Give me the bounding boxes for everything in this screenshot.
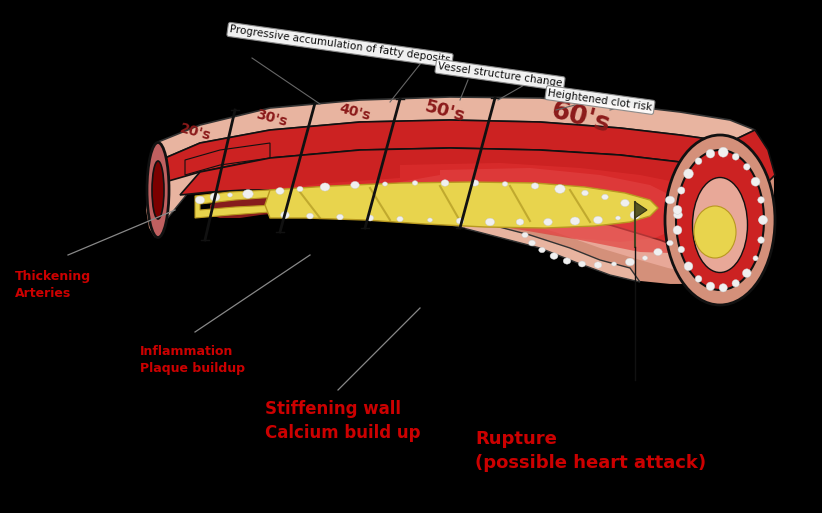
Ellipse shape [381, 181, 390, 188]
Ellipse shape [282, 212, 289, 218]
Ellipse shape [276, 188, 284, 194]
Ellipse shape [684, 169, 693, 179]
Polygon shape [635, 202, 647, 218]
Ellipse shape [570, 216, 580, 226]
Ellipse shape [732, 280, 739, 287]
Polygon shape [165, 120, 775, 190]
Ellipse shape [706, 149, 715, 158]
Text: Inflammation
Plaque buildup: Inflammation Plaque buildup [140, 345, 245, 375]
Ellipse shape [719, 284, 727, 292]
Ellipse shape [426, 216, 434, 224]
Ellipse shape [677, 186, 686, 195]
Text: Thickening
Arteries: Thickening Arteries [15, 270, 91, 300]
Ellipse shape [757, 236, 764, 244]
Text: Vessel structure change: Vessel structure change [437, 62, 563, 89]
Ellipse shape [226, 192, 234, 198]
Ellipse shape [720, 149, 727, 155]
Text: 50's: 50's [423, 98, 467, 126]
Polygon shape [158, 97, 755, 158]
Polygon shape [145, 97, 775, 285]
Ellipse shape [666, 196, 674, 203]
Ellipse shape [455, 216, 465, 225]
Polygon shape [265, 182, 658, 228]
Ellipse shape [395, 214, 405, 223]
Ellipse shape [320, 183, 330, 191]
Ellipse shape [580, 189, 590, 198]
Ellipse shape [335, 212, 345, 222]
Ellipse shape [673, 226, 683, 234]
Ellipse shape [543, 219, 552, 226]
Ellipse shape [673, 211, 682, 219]
Ellipse shape [694, 206, 736, 258]
Ellipse shape [441, 179, 450, 187]
Text: Stiffening wall
Calcium build up: Stiffening wall Calcium build up [265, 400, 421, 442]
Text: Heightened clot risk: Heightened clot risk [547, 88, 653, 112]
Polygon shape [185, 143, 270, 175]
Ellipse shape [549, 251, 559, 261]
Ellipse shape [243, 190, 253, 198]
Ellipse shape [684, 262, 693, 270]
Ellipse shape [579, 261, 585, 267]
Ellipse shape [565, 259, 570, 263]
Ellipse shape [595, 218, 601, 223]
Ellipse shape [529, 240, 535, 246]
Text: 30's: 30's [255, 107, 289, 129]
Ellipse shape [307, 213, 314, 219]
Ellipse shape [694, 156, 704, 166]
Polygon shape [195, 190, 275, 218]
Ellipse shape [673, 206, 681, 214]
Ellipse shape [367, 215, 373, 221]
Ellipse shape [758, 197, 764, 203]
Ellipse shape [351, 182, 358, 188]
Ellipse shape [653, 248, 663, 256]
Ellipse shape [196, 196, 204, 203]
Ellipse shape [147, 143, 169, 238]
Ellipse shape [678, 247, 684, 252]
Ellipse shape [532, 183, 538, 189]
Ellipse shape [601, 194, 609, 200]
Ellipse shape [210, 192, 220, 202]
Ellipse shape [413, 181, 418, 185]
Ellipse shape [692, 177, 747, 272]
Ellipse shape [665, 135, 775, 305]
Ellipse shape [520, 231, 529, 239]
Ellipse shape [743, 163, 750, 170]
Polygon shape [330, 168, 688, 242]
Text: 60's: 60's [547, 97, 612, 139]
Ellipse shape [470, 179, 480, 187]
Ellipse shape [752, 255, 759, 262]
Text: 40's: 40's [338, 101, 372, 123]
Ellipse shape [630, 211, 640, 219]
Ellipse shape [752, 179, 759, 185]
Polygon shape [158, 165, 640, 282]
Ellipse shape [487, 219, 494, 225]
Ellipse shape [676, 150, 764, 290]
Ellipse shape [640, 254, 649, 262]
Ellipse shape [610, 261, 618, 267]
Ellipse shape [538, 246, 547, 254]
Ellipse shape [674, 227, 681, 233]
Ellipse shape [515, 218, 525, 226]
Ellipse shape [613, 214, 623, 222]
Text: Rupture
(possible heart attack): Rupture (possible heart attack) [475, 430, 706, 471]
Ellipse shape [759, 215, 767, 224]
Ellipse shape [501, 181, 509, 187]
Ellipse shape [695, 275, 702, 282]
Ellipse shape [707, 283, 714, 290]
Ellipse shape [593, 261, 603, 269]
Ellipse shape [152, 161, 164, 219]
Polygon shape [210, 163, 730, 253]
Polygon shape [165, 148, 768, 273]
Text: Progressive accumulation of fatty deposits: Progressive accumulation of fatty deposi… [229, 25, 451, 66]
Ellipse shape [760, 217, 766, 223]
Ellipse shape [626, 259, 634, 265]
Ellipse shape [557, 187, 562, 191]
Polygon shape [180, 148, 768, 268]
Text: 20's: 20's [178, 121, 212, 143]
Ellipse shape [744, 270, 750, 276]
Ellipse shape [733, 154, 738, 160]
Ellipse shape [622, 201, 628, 205]
Ellipse shape [298, 187, 302, 191]
Ellipse shape [665, 239, 675, 247]
